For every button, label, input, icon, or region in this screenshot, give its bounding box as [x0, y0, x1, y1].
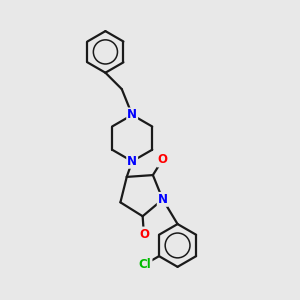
Text: N: N	[158, 193, 168, 206]
Text: Cl: Cl	[139, 258, 152, 271]
Text: N: N	[127, 155, 137, 168]
Text: O: O	[139, 227, 149, 241]
Text: N: N	[127, 108, 137, 122]
Text: O: O	[157, 154, 167, 166]
